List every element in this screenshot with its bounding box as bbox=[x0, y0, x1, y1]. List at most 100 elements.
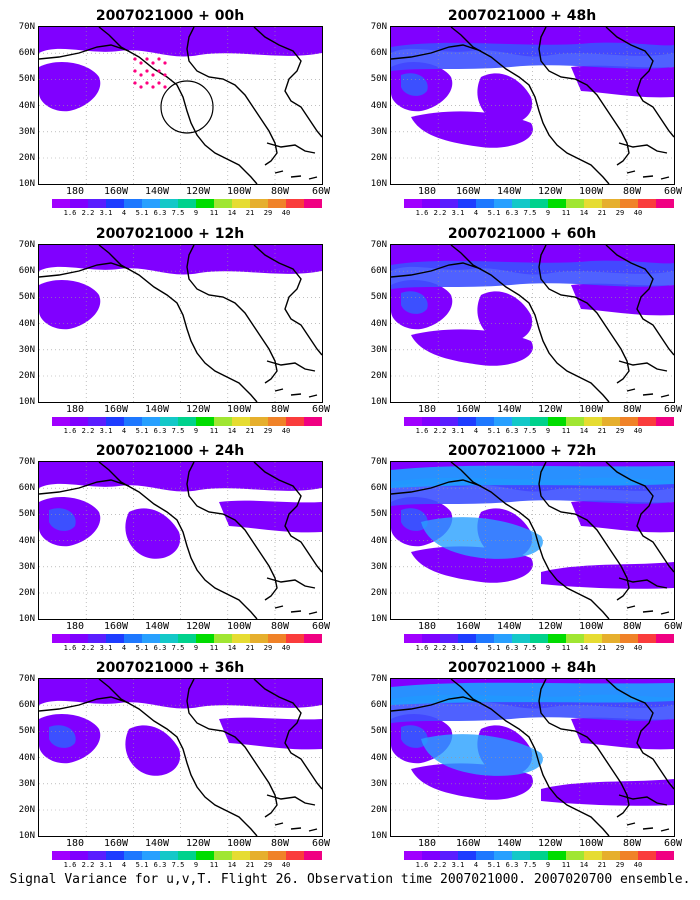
colorbar-swatch bbox=[656, 199, 674, 208]
longitude-label: 100W bbox=[578, 186, 604, 197]
longitude-label: 80W bbox=[270, 838, 290, 849]
map-svg bbox=[391, 245, 674, 402]
latitude-label: 70N bbox=[18, 674, 35, 684]
colorbar-swatch bbox=[512, 199, 530, 208]
colorbar-label: 7.5 bbox=[171, 861, 185, 869]
colorbar-swatch bbox=[458, 851, 476, 860]
longitude-label: 100W bbox=[578, 621, 604, 632]
colorbar-label: 1.6 bbox=[63, 861, 77, 869]
longitude-label: 120W bbox=[185, 838, 211, 849]
colorbar-swatch bbox=[196, 851, 214, 860]
coastline bbox=[39, 696, 130, 712]
colorbar bbox=[52, 417, 322, 426]
colorbar-label: 4 bbox=[121, 644, 127, 652]
colorbar-swatch bbox=[638, 634, 656, 643]
colorbar-swatch bbox=[566, 199, 584, 208]
colorbar-swatch bbox=[440, 417, 458, 426]
colorbar-swatch bbox=[620, 634, 638, 643]
colorbar bbox=[404, 634, 674, 643]
longitude-label: 120W bbox=[185, 621, 211, 632]
coastline bbox=[626, 605, 670, 615]
colorbar-label: 11 bbox=[209, 427, 219, 435]
coastline bbox=[605, 245, 674, 356]
variance-contour bbox=[411, 329, 533, 366]
colorbar-swatch bbox=[106, 634, 124, 643]
panel-title: 2007021000 + 00h bbox=[95, 8, 245, 24]
longitude-label: 60W bbox=[663, 404, 683, 415]
observation-dot bbox=[133, 69, 137, 73]
panel-title: 2007021000 + 36h bbox=[95, 660, 245, 676]
colorbar-label: 2.2 bbox=[433, 427, 447, 435]
colorbar-label: 5.1 bbox=[135, 861, 149, 869]
colorbar-swatch bbox=[566, 417, 584, 426]
colorbar-swatch bbox=[124, 417, 142, 426]
latitude-label: 10N bbox=[18, 831, 35, 842]
variance-map bbox=[390, 461, 675, 620]
colorbar-swatch bbox=[142, 851, 160, 860]
coastline bbox=[186, 679, 278, 818]
coastline bbox=[253, 679, 322, 790]
colorbar-swatch bbox=[530, 851, 548, 860]
latitude-label: 70N bbox=[18, 457, 35, 467]
colorbar-label: 21 bbox=[597, 644, 607, 652]
colorbar-label: 9 bbox=[193, 861, 199, 869]
longitude-label: 180 bbox=[65, 621, 85, 632]
latitude-label: 60N bbox=[370, 700, 387, 711]
colorbar-swatch bbox=[88, 417, 106, 426]
colorbar-label: 6.3 bbox=[505, 861, 519, 869]
variance-map bbox=[390, 678, 675, 837]
latitude-label: 30N bbox=[370, 126, 387, 137]
observation-dot bbox=[139, 73, 143, 77]
panel-title: 2007021000 + 84h bbox=[447, 660, 597, 676]
latitude-label: 20N bbox=[370, 153, 387, 163]
colorbar-swatch bbox=[106, 199, 124, 208]
coastline bbox=[391, 262, 482, 278]
latitude-label: 40N bbox=[370, 318, 387, 329]
colorbar-label: 14 bbox=[227, 427, 237, 435]
observation-circle bbox=[160, 80, 214, 134]
colorbar-swatch bbox=[548, 417, 566, 426]
latitude-label: 30N bbox=[18, 778, 35, 789]
coastline bbox=[618, 577, 668, 589]
map-panel: 2007021000 + 72h 70N 60N 50N 40N 30N 20N 10N 180… bbox=[357, 443, 687, 658]
colorbar-label: 21 bbox=[597, 427, 607, 435]
latitude-label: 50N bbox=[18, 726, 35, 737]
map-panel: 2007021000 + 24h 70N 60N 50N 40N 30N 20N 10N 180… bbox=[5, 443, 335, 658]
coastline bbox=[450, 679, 610, 836]
latitude-label: 40N bbox=[18, 535, 35, 546]
coastline bbox=[266, 142, 316, 154]
latitude-label: 40N bbox=[370, 535, 387, 546]
longitude-label: 140W bbox=[144, 838, 170, 849]
variance-contour bbox=[39, 462, 322, 492]
coastline bbox=[538, 27, 630, 166]
longitude-label: 100W bbox=[578, 838, 604, 849]
longitude-label: 60W bbox=[311, 404, 331, 415]
latitude-label: 70N bbox=[370, 22, 387, 32]
colorbar-label: 1.6 bbox=[415, 861, 429, 869]
colorbar-label: 9 bbox=[545, 427, 551, 435]
colorbar-swatch bbox=[512, 851, 530, 860]
colorbar-swatch bbox=[232, 199, 250, 208]
colorbar bbox=[404, 851, 674, 860]
latitude-label: 30N bbox=[370, 344, 387, 355]
longitude-label: 160W bbox=[103, 404, 129, 415]
colorbar-swatch bbox=[476, 199, 494, 208]
longitude-label: 120W bbox=[185, 186, 211, 197]
colorbar-label: 14 bbox=[227, 644, 237, 652]
latitude-label: 20N bbox=[18, 805, 35, 815]
colorbar-label: 29 bbox=[263, 427, 273, 435]
map-svg bbox=[39, 679, 322, 836]
colorbar-label: 29 bbox=[263, 861, 273, 869]
colorbar-label: 14 bbox=[579, 427, 589, 435]
colorbar-label: 14 bbox=[579, 861, 589, 869]
colorbar-swatch bbox=[106, 851, 124, 860]
longitude-label: 160W bbox=[103, 186, 129, 197]
colorbar-label: 11 bbox=[561, 644, 571, 652]
colorbar-label: 5.1 bbox=[135, 644, 149, 652]
coastline bbox=[274, 822, 318, 832]
colorbar-label: 40 bbox=[633, 861, 643, 869]
coastline bbox=[274, 388, 318, 398]
colorbar-label: 29 bbox=[615, 427, 625, 435]
colorbar bbox=[404, 199, 674, 208]
panel-title: 2007021000 + 12h bbox=[95, 226, 245, 242]
